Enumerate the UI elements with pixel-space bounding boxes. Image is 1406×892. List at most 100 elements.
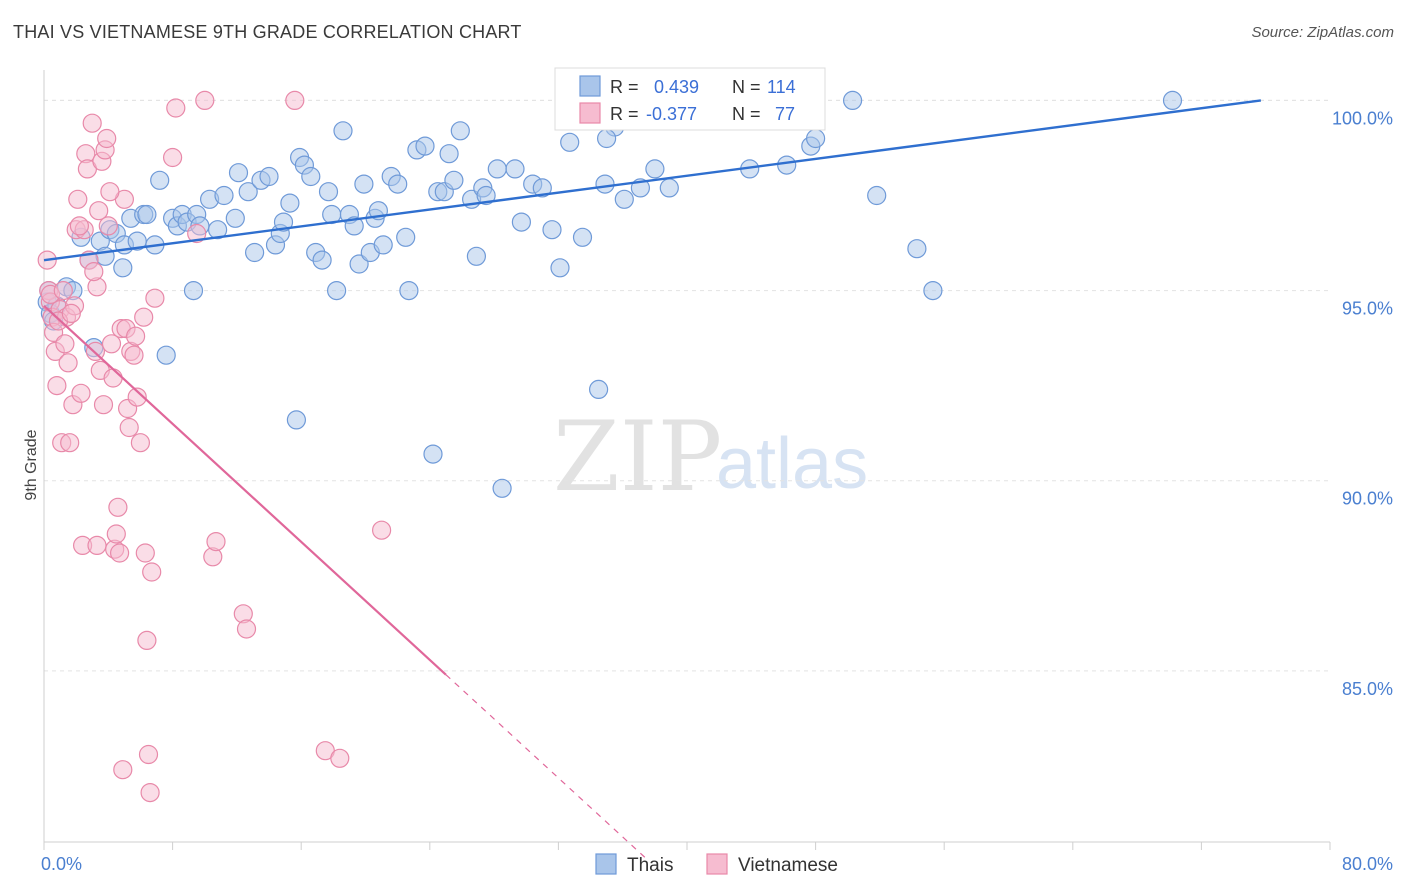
thais-point — [444, 170, 464, 190]
vietnamese-point — [163, 147, 183, 168]
vietnamese-point — [53, 281, 73, 301]
thais-point — [532, 178, 552, 198]
x-tick-labels: 0.0% 80.0% — [41, 854, 1393, 874]
vietnamese-legend-marker — [706, 853, 728, 875]
thais-point — [259, 166, 279, 187]
vietnamese-point — [103, 368, 123, 388]
thais-point — [113, 258, 133, 278]
thais-point — [150, 170, 170, 190]
thais-point — [550, 258, 570, 278]
thais-point — [238, 182, 258, 202]
thais-n-label: N = — [732, 77, 761, 97]
thais-point — [396, 227, 416, 247]
y-tick-label: 90.0% — [1342, 489, 1393, 509]
thais-point — [273, 212, 294, 232]
vietnamese-point — [100, 182, 120, 202]
vietnamese-point — [106, 524, 126, 544]
thais-point — [842, 90, 863, 111]
vietnamese-point — [98, 216, 118, 236]
vietnamese-point — [69, 216, 90, 236]
thais-point — [245, 242, 265, 263]
thais-r-label: R = — [610, 77, 639, 97]
vietnamese-point — [97, 128, 117, 149]
gridlines — [44, 99, 1330, 672]
thais-point — [560, 132, 580, 152]
vietnamese-point — [47, 376, 67, 396]
thais-r-value: 0.439 — [654, 77, 699, 97]
thais-point — [466, 246, 486, 266]
vietnamese-point — [187, 223, 207, 244]
vietnamese-point — [142, 562, 162, 582]
thais-point — [312, 250, 332, 270]
thais-point — [867, 185, 887, 206]
thais-trend-line — [43, 99, 1262, 262]
vietnamese-point — [93, 395, 114, 415]
vietnamese-r-label: R = — [610, 104, 639, 124]
vietnamese-legend-label: Vietnamese — [738, 855, 838, 876]
thais-point — [505, 159, 525, 179]
axes — [43, 70, 1331, 850]
thais-point — [156, 345, 176, 365]
vietnamese-point — [195, 90, 215, 111]
stats-legend: R = 0.439 N = 114 R = -0.377 N = 77 — [554, 67, 826, 131]
thais-point — [907, 239, 927, 259]
y-tick-label: 100.0% — [1332, 108, 1393, 128]
thais-legend-marker — [595, 853, 617, 875]
thais-point — [805, 128, 826, 149]
watermark-atlas: atlas — [716, 424, 868, 504]
thais-point — [645, 159, 665, 179]
thais-point — [659, 178, 679, 198]
thais-point — [542, 220, 562, 240]
vietnamese-point — [68, 189, 88, 209]
vietnamese-point — [124, 345, 144, 365]
vietnamese-point — [138, 744, 159, 765]
vietnamese-point — [130, 433, 150, 453]
thais-point — [333, 121, 353, 141]
vietnamese-point — [137, 630, 157, 651]
vietnamese-trend-extension — [445, 674, 648, 860]
thais-n-value: 114 — [767, 77, 796, 97]
watermark-zip: ZIP — [553, 401, 722, 513]
vietnamese-point — [60, 433, 80, 453]
vietnamese-r-value: -0.377 — [646, 104, 697, 124]
thais-point — [614, 189, 634, 209]
vietnamese-point — [108, 497, 128, 517]
thais-point — [286, 410, 306, 430]
source-credit: Source: ZipAtlas.com — [1251, 24, 1394, 41]
thais-point — [588, 379, 609, 399]
thais-point — [183, 281, 204, 301]
thais-point — [327, 281, 347, 301]
thais-point — [595, 174, 615, 194]
thais-point — [344, 216, 364, 236]
vietnamese-point — [89, 201, 109, 221]
chart-title: THAI VS VIETNAMESE 9TH GRADE CORRELATION… — [13, 22, 522, 42]
vietnamese-point — [113, 760, 133, 780]
vietnamese-point — [206, 531, 226, 552]
vietnamese-point — [140, 782, 160, 803]
vietnamese-point — [285, 90, 305, 111]
vietnamese-point — [330, 748, 350, 768]
thais-legend-label: Thais — [627, 855, 673, 876]
thais-point — [415, 136, 435, 156]
vietnamese-n-value: 77 — [775, 104, 795, 124]
thais-point — [95, 246, 115, 266]
vietnamese-point — [236, 619, 257, 639]
thais-point — [439, 144, 459, 164]
thais-point — [214, 185, 234, 206]
thais-point — [318, 182, 339, 202]
thais-point — [354, 174, 374, 194]
vietnamese-point — [58, 353, 78, 373]
vietnamese-point — [55, 334, 75, 354]
thais-point — [476, 185, 496, 206]
vietnamese-point — [119, 417, 139, 438]
vietnamese-point — [145, 288, 165, 308]
vietnamese-trend-line — [43, 304, 447, 676]
thais-point — [280, 193, 300, 213]
y-axis-label: 9th Grade — [23, 429, 40, 500]
thais-point — [423, 444, 443, 464]
vietnamese-point — [135, 543, 155, 563]
vietnamese-point — [134, 307, 154, 327]
vietnamese-legend-swatch — [579, 102, 601, 124]
vietnamese-point — [84, 262, 104, 282]
thais-point — [349, 254, 369, 274]
